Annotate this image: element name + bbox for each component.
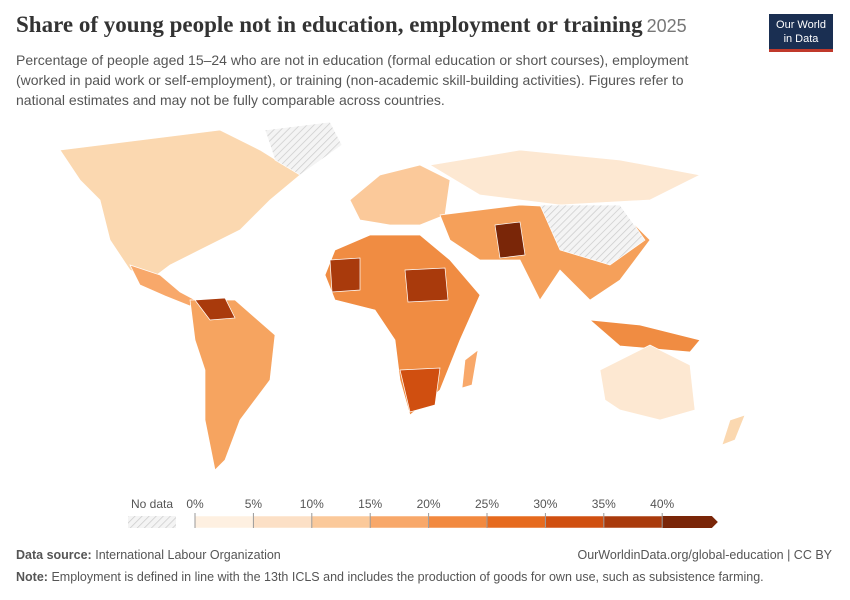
sudan (404, 267, 449, 303)
legend-swatch (428, 515, 488, 529)
central-america (129, 264, 196, 307)
countries (59, 121, 746, 471)
legend-swatch (369, 515, 429, 529)
legend-tick-label: 0% (186, 497, 204, 511)
source-label: Data source: (16, 548, 92, 562)
legend-swatch (486, 515, 546, 529)
legend-swatch (253, 515, 313, 529)
china (539, 204, 646, 266)
legend-tick-label: 20% (417, 497, 441, 511)
australia (599, 344, 696, 421)
note-label: Note: (16, 570, 48, 584)
legend: 0% 5% 10% 15% 20% 25% 30% 35% 40% (186, 497, 718, 529)
note: Note: Employment is defined in line with… (16, 570, 764, 584)
legend-swatch (545, 515, 605, 529)
source-text: International Labour Organization (95, 548, 281, 562)
legend-swatch (662, 516, 718, 528)
legend-tick-label: 40% (650, 497, 674, 511)
venezuela (194, 297, 236, 321)
note-text: Employment is defined in line with the 1… (51, 570, 764, 584)
europe (349, 164, 451, 226)
west-africa (329, 257, 361, 293)
greenland (264, 121, 343, 176)
logo-line: Our World (776, 19, 826, 31)
url[interactable]: OurWorldinData.org/global-education | CC… (577, 548, 832, 562)
no-data-swatch (128, 516, 176, 528)
new-zealand (721, 414, 746, 446)
legend-tick-label: 25% (475, 497, 499, 511)
southern-africa (399, 367, 441, 413)
russia (429, 149, 702, 206)
legend-tick-label: 35% (592, 497, 616, 511)
legend-tick-label: 30% (533, 497, 557, 511)
no-data-label: No data (131, 497, 173, 511)
title-text: Share of young people not in education, … (16, 12, 643, 37)
legend-swatch (311, 515, 371, 529)
afghanistan (494, 221, 526, 259)
legend-swatch (603, 515, 663, 529)
madagascar (461, 349, 479, 389)
north-america (59, 129, 301, 281)
south-america (189, 299, 276, 471)
legend-swatch (194, 515, 254, 529)
title: Share of young people not in education, … (16, 12, 687, 38)
logo[interactable]: Our World in Data (769, 14, 833, 52)
indonesia (588, 319, 701, 353)
legend-tick-label: 15% (358, 497, 382, 511)
source: Data source: International Labour Organi… (16, 548, 281, 562)
year: 2025 (646, 16, 687, 36)
subtitle: Percentage of people aged 15–24 who are … (16, 52, 689, 108)
logo-line: in Data (783, 33, 819, 45)
legend-tick-label: 5% (245, 497, 263, 511)
legend-tick-label: 10% (300, 497, 324, 511)
